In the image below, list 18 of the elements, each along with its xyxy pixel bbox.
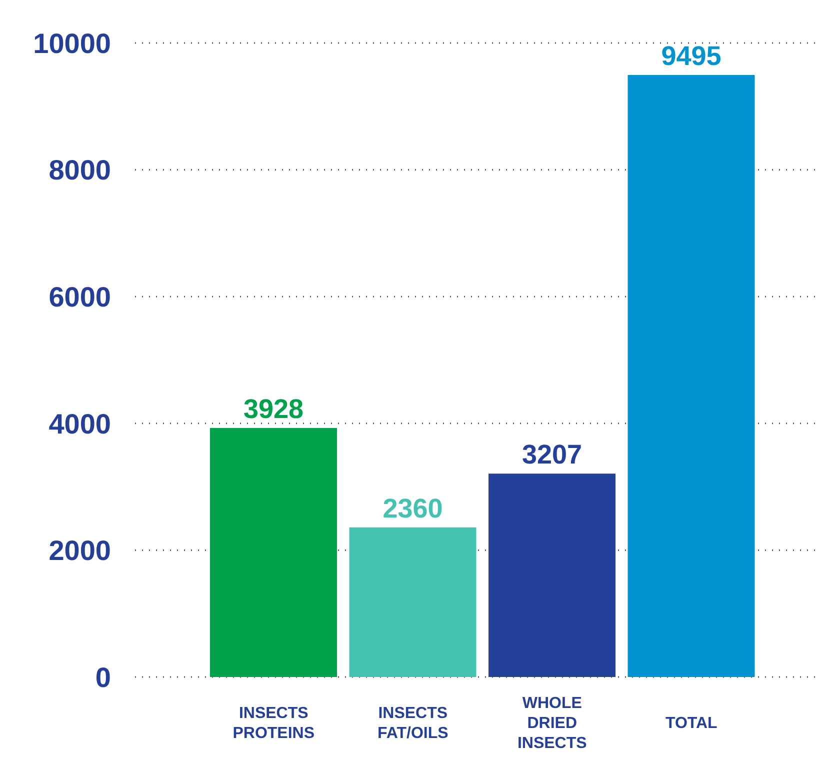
bar [488,474,616,677]
x-tick-label: TOTAL [665,714,718,732]
y-tick-label: 10000 [33,28,111,59]
y-tick-label: 6000 [48,282,111,313]
data-label: 2360 [382,493,443,524]
bar [349,527,476,677]
data-label: 9495 [661,41,722,72]
y-tick-label: 4000 [48,408,111,440]
y-tick-label: 0 [95,662,111,693]
bar [210,428,337,677]
x-tick-label: INSECTS FAT/OILS [377,704,449,742]
y-tick-label: 8000 [48,154,111,186]
data-label: 3928 [243,394,304,424]
y-tick-label: 2000 [48,535,111,566]
x-tick-label: WHOLE DRIED INSECTS [517,694,588,752]
data-label: 3207 [522,440,582,470]
bar [628,75,755,677]
x-tick-label: INSECTS PROTEINS [232,704,315,742]
